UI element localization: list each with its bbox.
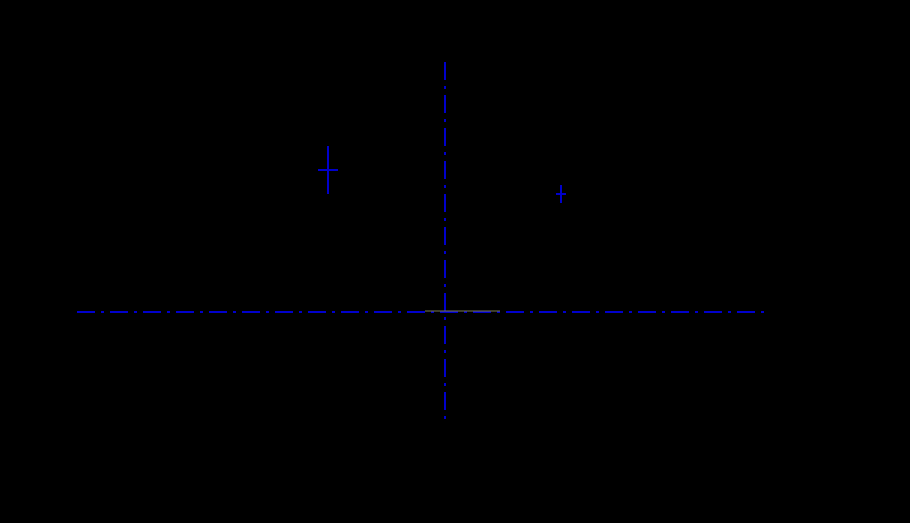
data-point-marker xyxy=(556,185,566,203)
axis-lines-group xyxy=(77,62,769,423)
data-point-marker xyxy=(318,146,338,194)
data-points-group xyxy=(318,146,566,203)
